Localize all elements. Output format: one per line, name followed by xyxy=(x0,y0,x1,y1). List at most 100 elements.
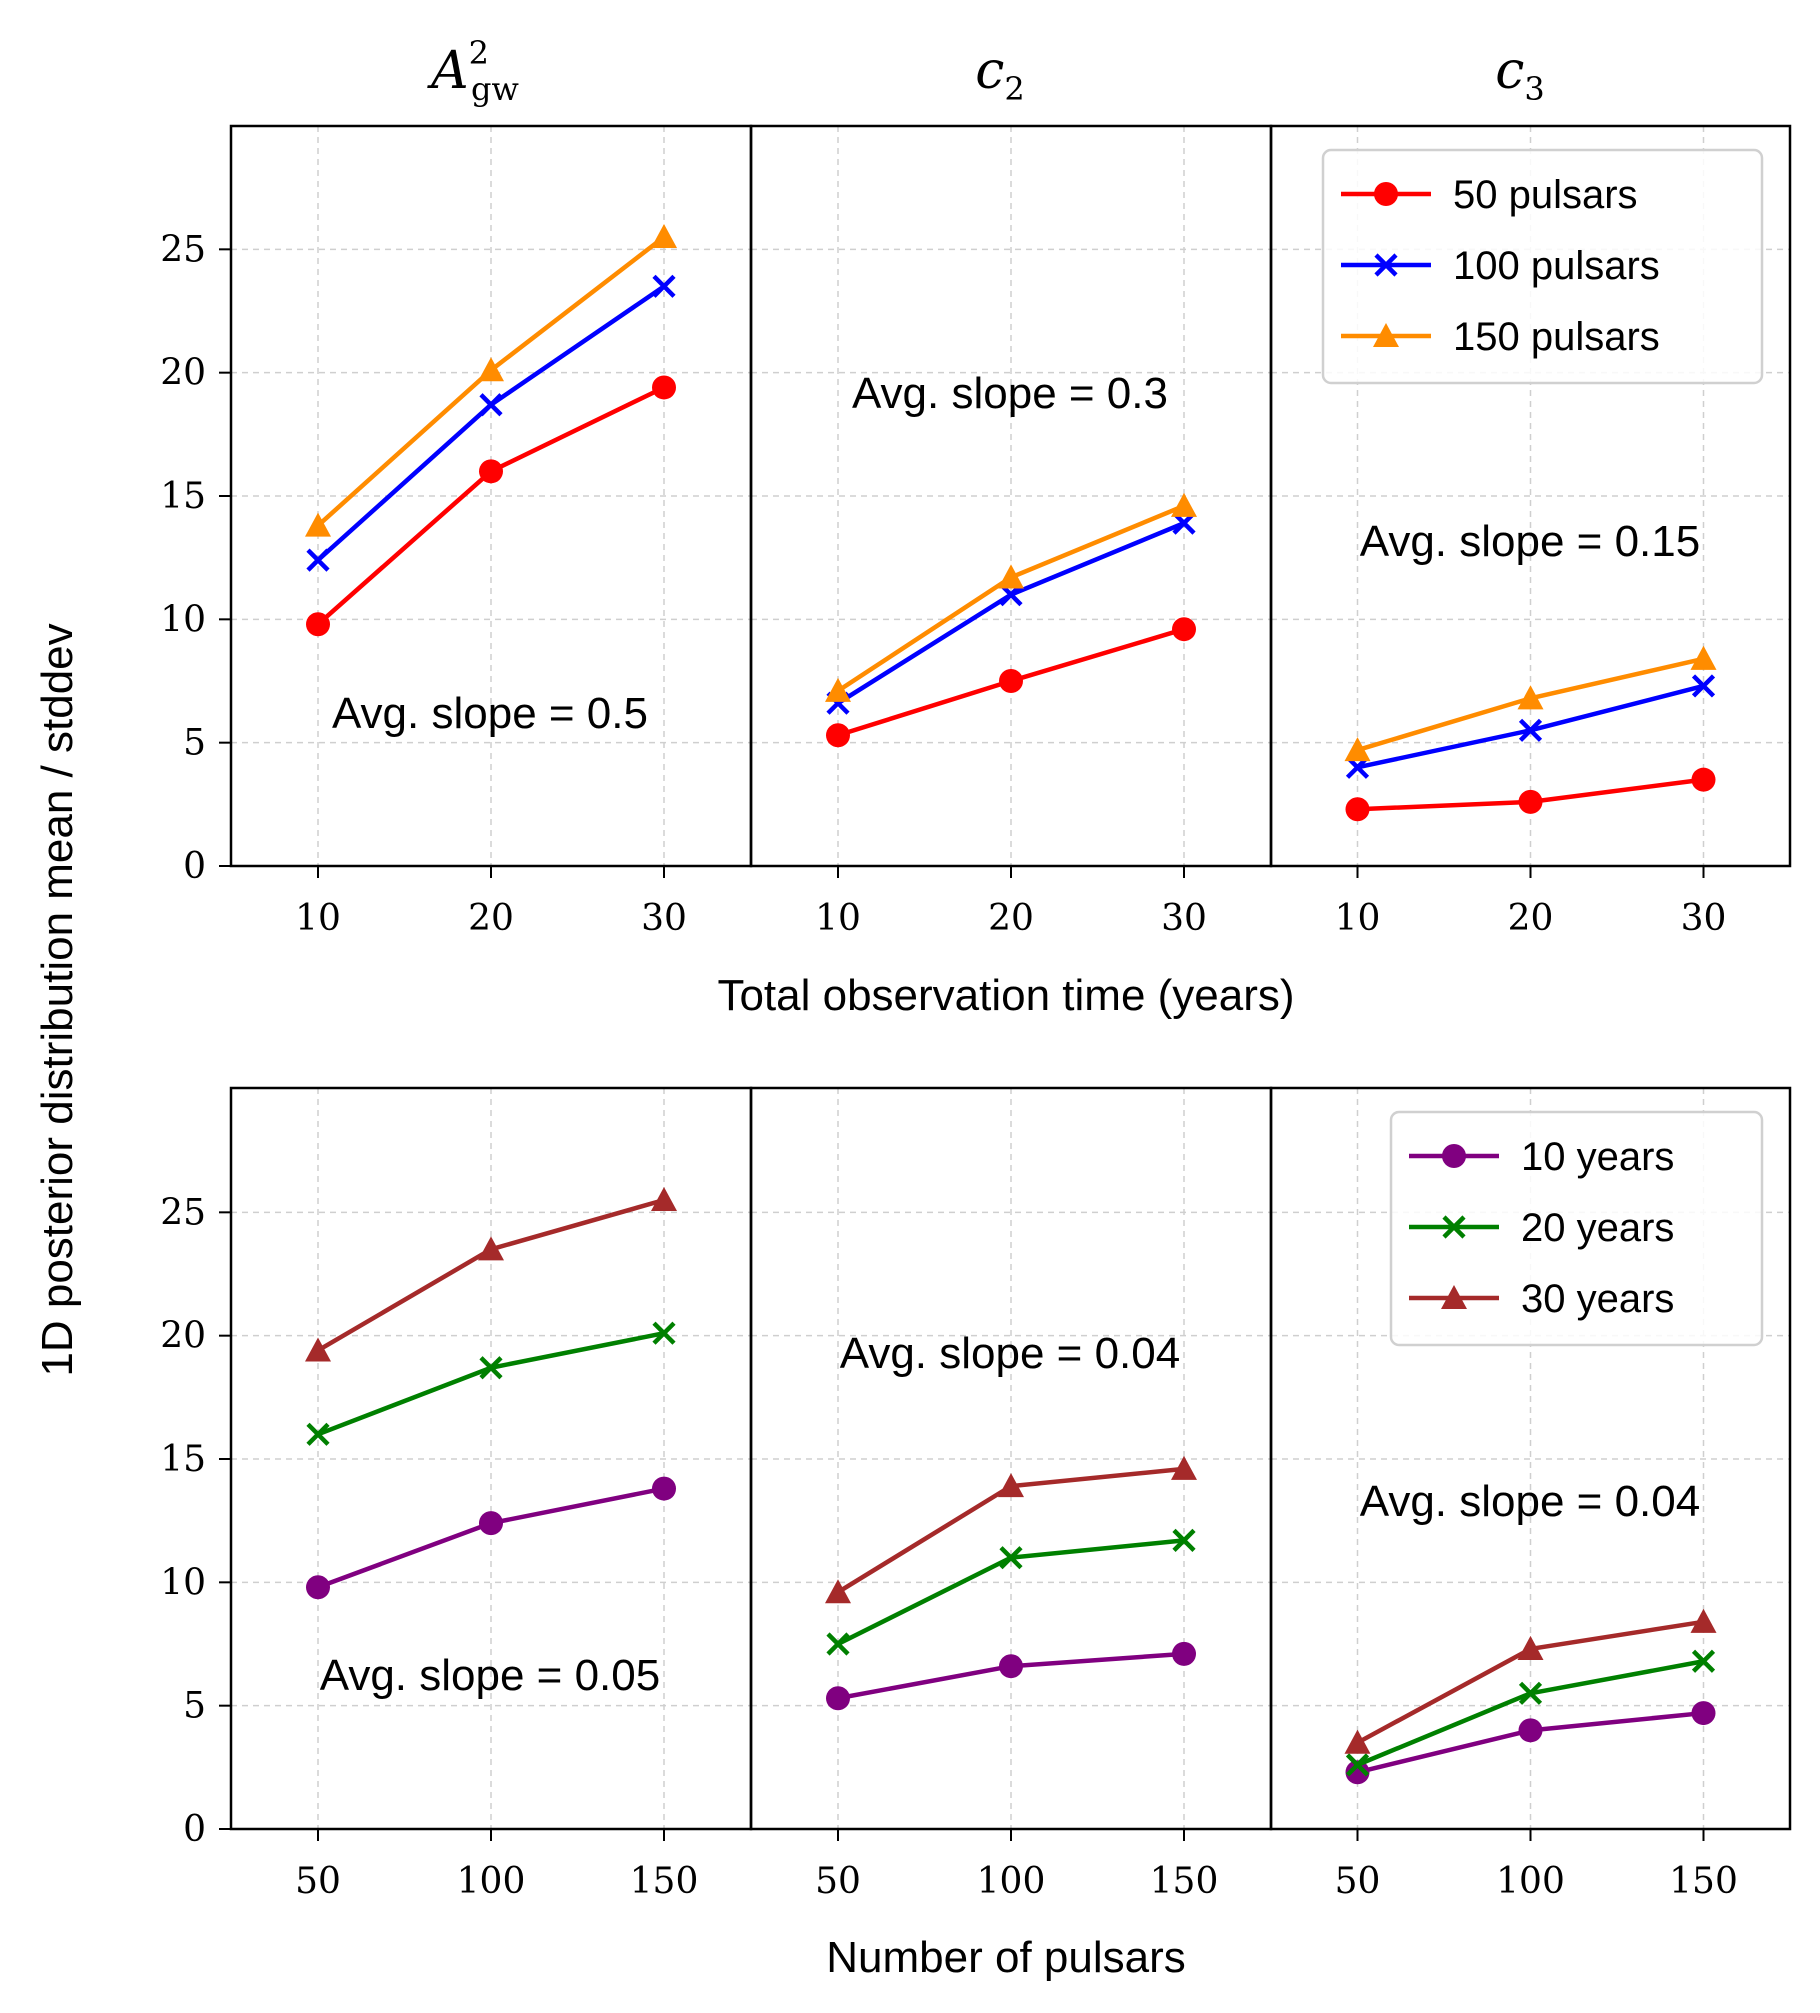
slope-annotation-top-2: Avg. slope = 0.15 xyxy=(1360,517,1700,566)
panel-title-agw-sub: gw xyxy=(471,70,519,108)
panel-title-c2: c2 xyxy=(975,41,1024,108)
x-tick-label-top-2-1: 20 xyxy=(1508,898,1554,939)
data-point-top-1-2-2 xyxy=(1171,492,1197,517)
data-point-bottom-1-2-2 xyxy=(1171,1455,1197,1480)
data-point-bottom-1-2-1 xyxy=(998,1473,1024,1498)
x-tick-label-top-2-0: 10 xyxy=(1335,898,1381,939)
x-tick-label-bottom-2-1: 100 xyxy=(1496,1861,1565,1902)
legend-label-bottom-0: 10 years xyxy=(1521,1135,1674,1179)
legend-box-bottom xyxy=(1389,1110,1764,1347)
x-tick-label-bottom-2-0: 50 xyxy=(1335,1861,1381,1902)
data-point-bottom-2-2-0 xyxy=(1344,1729,1371,1754)
legend-marker-top-1 xyxy=(1374,253,1398,277)
data-point-bottom-0-2-1 xyxy=(478,1236,504,1261)
data-point-top-0-0-1 xyxy=(479,459,503,484)
data-point-bottom-0-0-0 xyxy=(306,1575,330,1600)
data-point-top-0-1-1 xyxy=(479,393,503,417)
y-tick-label-bottom-1: 5 xyxy=(183,1686,206,1727)
data-point-bottom-1-1-2 xyxy=(1172,1528,1196,1552)
data-point-bottom-1-1-1 xyxy=(999,1546,1023,1570)
data-point-top-2-2-0 xyxy=(1344,737,1371,762)
panel-title-c3: c3 xyxy=(1495,41,1544,108)
panel-title-c2-sub: 2 xyxy=(1004,70,1024,108)
x-tick-label-bottom-0-0: 50 xyxy=(295,1861,341,1902)
data-point-bottom-1-0-0 xyxy=(826,1686,850,1711)
data-point-bottom-2-1-2 xyxy=(1691,1649,1716,1673)
data-point-bottom-0-1-1 xyxy=(479,1356,503,1380)
data-point-top-0-2-0 xyxy=(305,512,331,537)
data-point-bottom-2-1-0 xyxy=(1345,1753,1370,1777)
legend-label-top-1: 100 pulsars xyxy=(1453,244,1660,288)
panel-title-agw-sup: 2 xyxy=(469,34,489,72)
data-point-bottom-0-0-1 xyxy=(479,1511,503,1536)
x-tick-label-bottom-0-2: 150 xyxy=(630,1861,699,1902)
legend-label-top-0: 50 pulsars xyxy=(1453,173,1638,217)
data-point-top-2-1-2 xyxy=(1691,674,1716,698)
x-tick-label-top-1-2: 30 xyxy=(1161,898,1207,939)
data-point-top-1-2-1 xyxy=(998,564,1024,589)
x-tick-label-top-0-2: 30 xyxy=(641,898,687,939)
y-tick-label-top-0: 0 xyxy=(183,846,206,887)
slope-annotation-top-0: Avg. slope = 0.5 xyxy=(332,689,648,738)
legend-box-top xyxy=(1321,148,1764,385)
panel-title-c2-main: c xyxy=(975,41,1004,101)
series-layer xyxy=(305,224,1717,1785)
y-tick-label-bottom-3: 15 xyxy=(160,1439,206,1480)
y-tick-label-top-1: 5 xyxy=(183,723,206,764)
data-point-bottom-1-0-1 xyxy=(999,1654,1023,1679)
data-point-top-1-2-0 xyxy=(825,677,851,702)
data-point-top-0-2-1 xyxy=(478,357,504,382)
slope-annotation-bottom-1: Avg. slope = 0.04 xyxy=(840,1329,1180,1378)
data-point-bottom-2-0-1 xyxy=(1518,1718,1543,1743)
data-point-bottom-1-1-0 xyxy=(826,1632,850,1656)
data-point-bottom-2-1-1 xyxy=(1518,1681,1543,1705)
data-point-top-0-2-2 xyxy=(651,224,677,249)
legend-layer: 50 pulsars 100 pulsars 150 pulsars 10 years… xyxy=(1321,148,1764,1347)
panel-title-agw-main: A xyxy=(427,41,469,101)
data-point-top-1-0-1 xyxy=(999,669,1023,693)
panel-title-agw: A2 gw xyxy=(427,34,519,108)
y-tick-label-top-3: 15 xyxy=(160,476,206,517)
legend-marker-bottom-0 xyxy=(1442,1144,1466,1168)
data-point-bottom-0-2-0 xyxy=(305,1337,331,1362)
y-tick-label-top-5: 25 xyxy=(160,229,206,270)
data-point-bottom-2-0-0 xyxy=(1345,1760,1370,1785)
data-point-bottom-0-1-2 xyxy=(652,1321,676,1345)
x-tick-label-bottom-1-1: 100 xyxy=(977,1861,1046,1902)
x-tick-label-top-0-1: 20 xyxy=(468,898,514,939)
data-point-bottom-0-2-2 xyxy=(651,1187,677,1212)
data-point-top-1-0-0 xyxy=(826,723,850,748)
data-point-bottom-2-2-2 xyxy=(1690,1608,1717,1633)
data-point-top-0-1-2 xyxy=(652,274,676,298)
y-tick-label-bottom-5: 25 xyxy=(160,1192,206,1233)
panel-title-c3-main: c xyxy=(1495,41,1524,101)
y-tick-label-bottom-2: 10 xyxy=(160,1562,206,1603)
legend-label-bottom-1: 20 years xyxy=(1521,1206,1674,1250)
x-tick-label-top-0-0: 10 xyxy=(295,898,341,939)
x-axis-label-top: Total observation time (years) xyxy=(717,971,1294,1020)
x-tick-label-top-1-1: 20 xyxy=(988,898,1034,939)
x-tick-label-bottom-1-0: 50 xyxy=(815,1861,861,1902)
data-point-top-1-0-2 xyxy=(1172,617,1196,642)
legend-label-bottom-2: 30 years xyxy=(1521,1277,1674,1321)
data-point-top-0-0-0 xyxy=(306,612,330,637)
data-point-top-2-2-1 xyxy=(1517,685,1544,710)
data-point-top-0-0-2 xyxy=(652,375,676,400)
annotation-layer: Avg. slope = 0.5 Avg. slope = 0.3 Avg. slo… xyxy=(320,369,1700,1700)
slope-annotation-bottom-0: Avg. slope = 0.05 xyxy=(320,1651,660,1700)
y-tick-label-bottom-0: 0 xyxy=(183,1809,206,1850)
y-tick-label-bottom-4: 20 xyxy=(160,1316,206,1357)
legend-marker-top-0 xyxy=(1374,182,1398,206)
data-point-top-0-1-0 xyxy=(306,548,330,572)
legend-marker-bottom-1 xyxy=(1442,1215,1466,1239)
x-tick-label-bottom-1-2: 150 xyxy=(1150,1861,1219,1902)
data-point-bottom-0-0-2 xyxy=(652,1476,676,1501)
y-axis-label: 1D posterior distribution mean / stddev xyxy=(33,623,82,1376)
legend-marker-bottom-2 xyxy=(1441,1285,1467,1310)
x-tick-label-top-2-2: 30 xyxy=(1681,898,1727,939)
slope-annotation-bottom-2: Avg. slope = 0.04 xyxy=(1360,1477,1700,1526)
data-point-bottom-1-0-2 xyxy=(1172,1641,1196,1666)
legend-marker-top-2 xyxy=(1373,323,1399,348)
